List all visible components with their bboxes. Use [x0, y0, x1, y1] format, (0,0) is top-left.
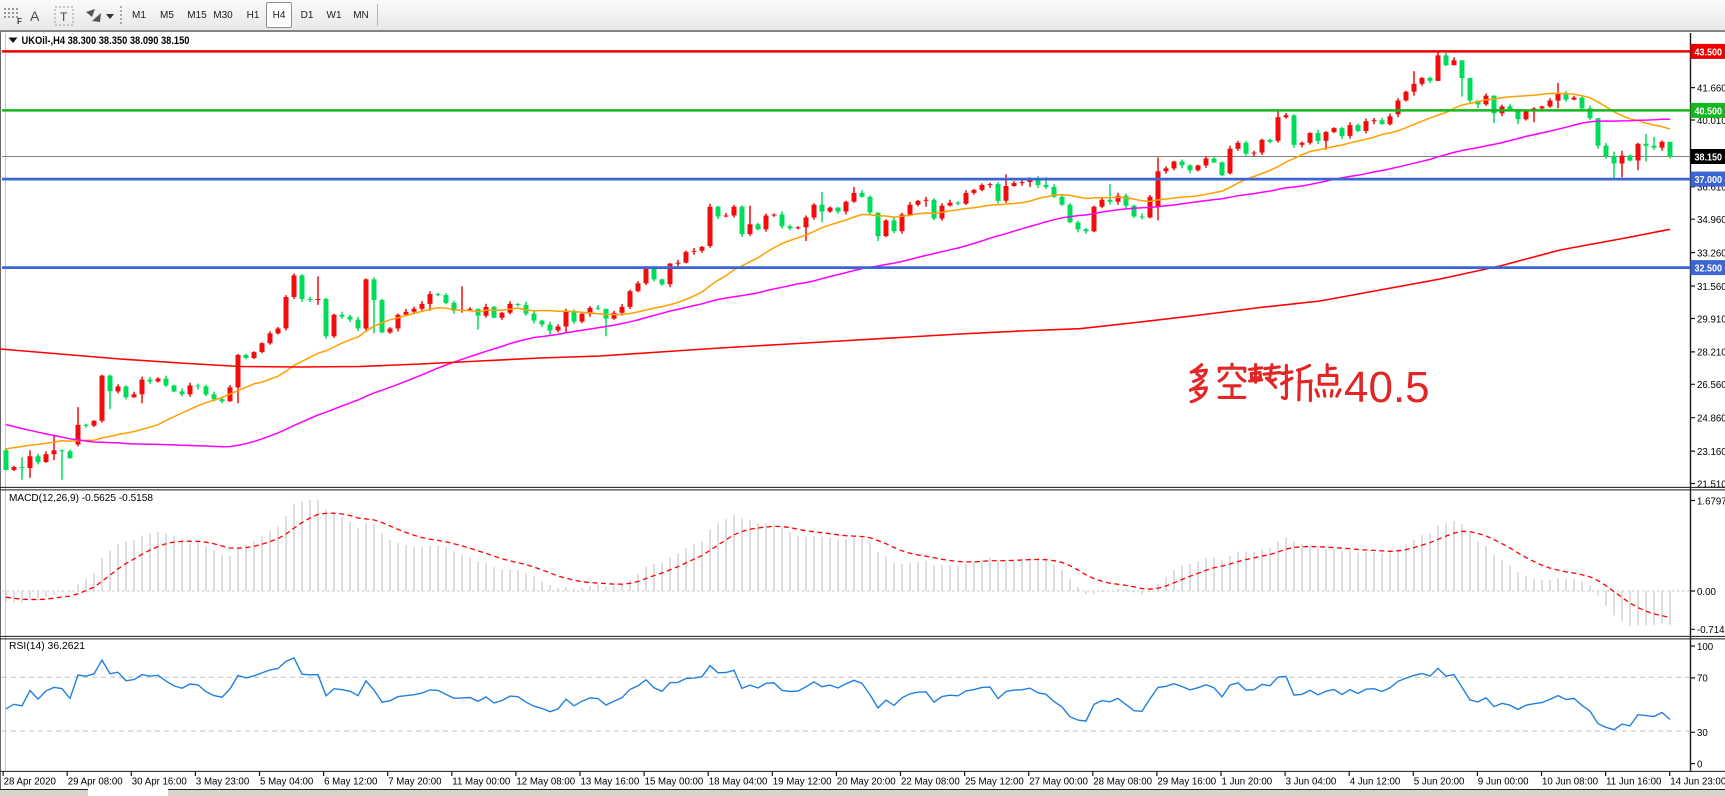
svg-text:MACD(12,26,9) -0.5625 -0.5158: MACD(12,26,9) -0.5625 -0.5158: [9, 493, 153, 504]
svg-text:18 May 04:00: 18 May 04:00: [709, 777, 768, 788]
svg-text:40.010: 40.010: [1697, 116, 1725, 127]
svg-text:23.160: 23.160: [1697, 447, 1725, 458]
svg-text:28 May 08:00: 28 May 08:00: [1093, 777, 1152, 788]
svg-text:100: 100: [1697, 642, 1714, 653]
svg-text:38.150: 38.150: [1695, 152, 1723, 163]
svg-text:31.560: 31.560: [1697, 282, 1725, 293]
svg-text:28 Apr 2020: 28 Apr 2020: [4, 777, 57, 788]
svg-text:20 May 20:00: 20 May 20:00: [837, 777, 896, 788]
svg-text:0: 0: [1697, 759, 1703, 770]
svg-text:29 Apr 08:00: 29 Apr 08:00: [68, 777, 124, 788]
svg-text:F: F: [17, 17, 22, 26]
svg-text:24.860: 24.860: [1697, 414, 1725, 425]
svg-text:25 May 12:00: 25 May 12:00: [965, 777, 1024, 788]
svg-text:0.00: 0.00: [1697, 587, 1716, 598]
svg-text:11 May 00:00: 11 May 00:00: [452, 777, 511, 788]
svg-text:30: 30: [1697, 728, 1708, 739]
svg-text:40.500: 40.500: [1695, 106, 1723, 117]
svg-text:22 May 08:00: 22 May 08:00: [901, 777, 960, 788]
svg-text:29.910: 29.910: [1697, 314, 1725, 325]
svg-text:1 Jun 20:00: 1 Jun 20:00: [1222, 777, 1273, 788]
svg-text:3 May 23:00: 3 May 23:00: [196, 777, 250, 788]
svg-text:43.500: 43.500: [1695, 47, 1723, 58]
svg-text:30 Apr 16:00: 30 Apr 16:00: [132, 777, 188, 788]
svg-text:40.5: 40.5: [1344, 363, 1430, 412]
svg-text:12 May 08:00: 12 May 08:00: [516, 777, 575, 788]
svg-text:RSI(14) 36.2621: RSI(14) 36.2621: [9, 641, 85, 652]
svg-text:-0.7149: -0.7149: [1697, 625, 1725, 636]
svg-text:21.510: 21.510: [1697, 479, 1725, 490]
svg-text:19 May 12:00: 19 May 12:00: [773, 777, 832, 788]
svg-text:28.210: 28.210: [1697, 348, 1725, 359]
svg-text:41.660: 41.660: [1697, 83, 1725, 94]
svg-text:6 May 12:00: 6 May 12:00: [324, 777, 378, 788]
svg-text:36.610: 36.610: [1697, 183, 1725, 194]
svg-text:15 May 00:00: 15 May 00:00: [645, 777, 704, 788]
svg-text:4 Jun 12:00: 4 Jun 12:00: [1350, 777, 1401, 788]
svg-text:32.500: 32.500: [1695, 264, 1723, 275]
svg-text:37.000: 37.000: [1695, 175, 1723, 186]
svg-text:UKOil-,H4 38.300 38.350 38.09: UKOil-,H4 38.300 38.350 38.090 38.150: [22, 35, 190, 47]
svg-text:5 May 04:00: 5 May 04:00: [260, 777, 314, 788]
svg-text:34.960: 34.960: [1697, 215, 1725, 226]
svg-text:11 Jun 16:00: 11 Jun 16:00: [1606, 777, 1662, 788]
svg-text:70: 70: [1697, 674, 1708, 685]
svg-text:14 Jun 23:00: 14 Jun 23:00: [1670, 777, 1725, 788]
svg-text:9 Jun 00:00: 9 Jun 00:00: [1478, 777, 1529, 788]
svg-text:3 Jun 04:00: 3 Jun 04:00: [1286, 777, 1337, 788]
svg-text:A: A: [30, 8, 40, 24]
svg-text:33.260: 33.260: [1697, 248, 1725, 259]
svg-text:7 May 20:00: 7 May 20:00: [388, 777, 442, 788]
svg-text:29 May 16:00: 29 May 16:00: [1157, 777, 1216, 788]
svg-text:13 May 16:00: 13 May 16:00: [581, 777, 640, 788]
svg-text:26.560: 26.560: [1697, 380, 1725, 391]
svg-text:1.6797: 1.6797: [1697, 496, 1725, 507]
svg-text:T: T: [60, 10, 68, 24]
svg-text:5 Jun 20:00: 5 Jun 20:00: [1414, 777, 1465, 788]
svg-text:27 May 00:00: 27 May 00:00: [1029, 777, 1088, 788]
svg-text:10 Jun 08:00: 10 Jun 08:00: [1542, 777, 1599, 788]
